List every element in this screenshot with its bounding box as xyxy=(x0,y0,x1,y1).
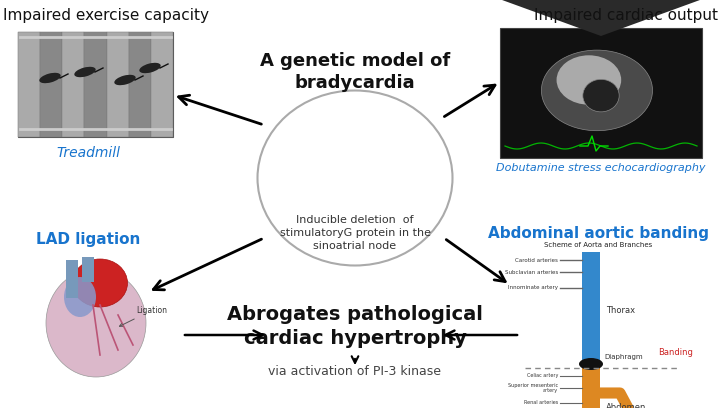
Ellipse shape xyxy=(557,55,622,105)
Bar xyxy=(151,32,173,137)
Text: Banding: Banding xyxy=(658,348,693,357)
Text: Subclavian arteries: Subclavian arteries xyxy=(505,270,558,275)
Ellipse shape xyxy=(541,50,653,131)
Ellipse shape xyxy=(40,73,61,83)
Text: Scheme of Aorta and Branches: Scheme of Aorta and Branches xyxy=(544,242,652,248)
Text: Inducible deletion  of
stimulatoryG protein in the
sinoatrial node: Inducible deletion of stimulatoryG prote… xyxy=(280,215,430,251)
Ellipse shape xyxy=(46,269,146,377)
Text: Ligation: Ligation xyxy=(120,306,167,326)
Bar xyxy=(84,32,107,137)
Ellipse shape xyxy=(64,277,96,317)
Text: Carotid arteries: Carotid arteries xyxy=(515,257,558,262)
Text: Renal arteries: Renal arteries xyxy=(523,401,558,406)
Ellipse shape xyxy=(73,259,128,307)
Bar xyxy=(62,32,84,137)
Bar xyxy=(107,32,129,137)
Ellipse shape xyxy=(74,67,96,77)
Text: Thorax: Thorax xyxy=(606,306,635,315)
Text: Celiac artery: Celiac artery xyxy=(526,373,558,379)
Text: via activation of PI-3 kinase: via activation of PI-3 kinase xyxy=(268,365,441,378)
Bar xyxy=(66,260,78,298)
Bar xyxy=(500,28,702,158)
Text: Abdominal aortic banding: Abdominal aortic banding xyxy=(487,226,709,241)
Bar xyxy=(18,32,173,137)
Bar xyxy=(129,32,151,137)
Text: Abdomen: Abdomen xyxy=(606,403,646,408)
Text: Dobutamine stress echocardiography: Dobutamine stress echocardiography xyxy=(496,163,706,173)
Text: Diaphragm: Diaphragm xyxy=(604,354,642,360)
Text: LAD ligation: LAD ligation xyxy=(36,232,140,247)
Text: Abrogates pathological
cardiac hypertrophy: Abrogates pathological cardiac hypertrop… xyxy=(227,305,483,348)
Bar xyxy=(40,32,62,137)
Ellipse shape xyxy=(579,358,603,370)
Text: Superior mesenteric
artery: Superior mesenteric artery xyxy=(508,383,558,393)
Bar xyxy=(582,252,600,367)
Ellipse shape xyxy=(139,63,161,73)
Wedge shape xyxy=(485,0,717,36)
Text: Impaired cardiac output: Impaired cardiac output xyxy=(534,8,718,23)
Text: Impaired exercise capacity: Impaired exercise capacity xyxy=(3,8,209,23)
Text: A genetic model of
bradycardia: A genetic model of bradycardia xyxy=(260,52,450,92)
Text: Treadmill: Treadmill xyxy=(56,146,120,160)
Bar xyxy=(82,257,94,282)
Text: Innominate artery: Innominate artery xyxy=(508,286,558,290)
Bar xyxy=(582,367,600,408)
Bar xyxy=(18,32,40,137)
Ellipse shape xyxy=(583,79,619,112)
Ellipse shape xyxy=(115,75,136,85)
